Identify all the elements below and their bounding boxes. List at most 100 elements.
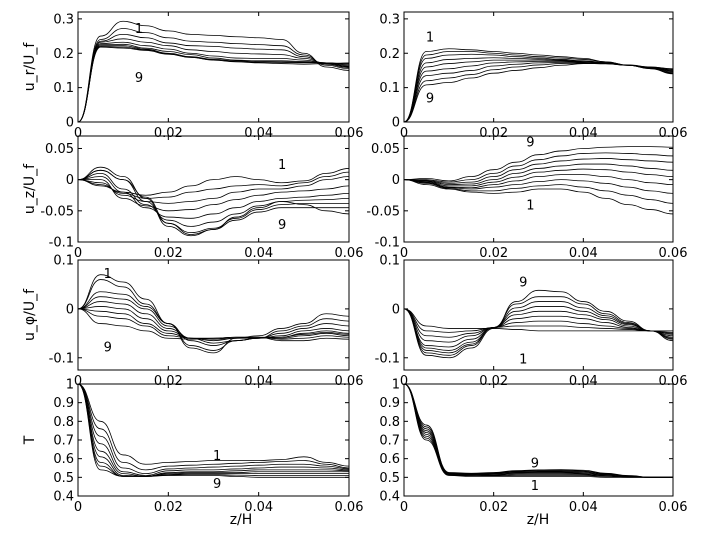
T-left-series-6	[77, 383, 349, 477]
uphi-right-series-9	[403, 289, 674, 359]
uz-left-x-tick-label: 0.02	[154, 246, 183, 261]
x-axis-title-right: z/H	[527, 512, 550, 528]
T-left-y-tick-label: 0.9	[53, 396, 74, 411]
uz-left-curve-label: 1	[278, 158, 286, 173]
uphi-right-x-tick-label: 0	[400, 374, 408, 389]
panel-T-left: 0 0.02 0.04 0.06 0.4 0.5 0.6 0.7 0.8 0.9 1 1 9 T	[22, 378, 363, 516]
T-left-y-tick-label: 0.6	[53, 452, 74, 467]
uz-right-series-1	[403, 179, 674, 215]
uz-right-series-3	[403, 179, 674, 194]
T-right-curve-label: 1	[531, 479, 539, 494]
uphi-left-y-tick-label: -0.1	[49, 351, 74, 366]
uphi-right-series-1	[403, 308, 673, 332]
uphi-right-axes-frame	[403, 259, 674, 371]
ur-right-y-tick-label: 0.3	[379, 12, 400, 27]
uz-left-series-2	[77, 171, 350, 199]
T-right-curve-label: 9	[531, 457, 539, 472]
panel-T-right: 0 0.02 0.04 0.06 0.4 0.5 0.6 0.7 0.8 0.9 1 9 1	[379, 378, 687, 516]
uphi-right-x-tick-label: 0.06	[659, 374, 688, 389]
uz-right-x-tick-label: 0.02	[479, 246, 508, 261]
uz-left-y-tick-label: -0.05	[40, 204, 74, 219]
uphi-left-x-tick-label: 0.06	[335, 374, 364, 389]
uz-right-x-tick-label: 0.04	[569, 246, 598, 261]
ur-left-x-tick-label: 0.04	[244, 126, 273, 141]
uz-left-y-tick-label: 0.05	[45, 142, 74, 157]
uz-right-y-tick-label: -0.1	[375, 236, 400, 251]
ur-right-y-tick-label: 0	[392, 116, 400, 131]
ur-right-series-5	[403, 59, 674, 123]
uz-right-series-2	[403, 179, 674, 204]
uphi-left-series-4	[77, 296, 350, 344]
uphi-right-series-8	[403, 296, 674, 356]
ur-left-y-tick-label: 0.2	[53, 47, 74, 62]
uz-left-series-9	[77, 169, 350, 235]
uz-right-x-tick-label: 0.06	[659, 246, 688, 261]
ur-left-series-6	[77, 43, 350, 123]
uphi-left-curve-label: 9	[104, 341, 112, 356]
T-left-series-2	[77, 383, 350, 471]
panel-ur-right: 0 0.02 0.04 0.06 0 0.1 0.2 0.3 1 9	[379, 11, 688, 141]
T-right-y-tick-label: 1	[392, 378, 400, 393]
ur-right-series-3	[403, 53, 674, 123]
T-left-x-tick-label: 0	[74, 500, 82, 515]
ur-left-axes-frame	[77, 11, 350, 123]
ur-right-axes-frame	[403, 11, 674, 123]
ur-right-x-tick-label: 0.02	[479, 126, 508, 141]
ur-right-curve-label: 9	[426, 91, 434, 106]
uphi-right-series-6	[403, 306, 674, 351]
uphi-left-x-tick-label: 0	[74, 374, 82, 389]
uphi-left-y-tick-label: 0	[66, 302, 74, 317]
T-left-y-tick-label: 1	[66, 378, 74, 393]
T-left-curve-label: 1	[213, 449, 221, 464]
uphi-right-curve-label: 1	[519, 352, 527, 367]
uphi-left-series-2	[77, 279, 350, 351]
uphi-right-series-7	[403, 301, 674, 354]
uphi-left-series-5	[77, 301, 350, 342]
uz-right-series-4	[403, 174, 674, 189]
uphi-left-series-1	[77, 274, 350, 354]
T-left-series-1	[77, 383, 350, 467]
uz-left-y-tick-label: 0	[66, 173, 74, 188]
uz-left-y-tick-label: -0.1	[49, 236, 74, 251]
panel-uphi-right: 0 0.02 0.04 0.06-0.100.191	[375, 254, 688, 390]
uz-right-series-8	[404, 152, 674, 183]
T-right-y-tick-label: 0.9	[379, 396, 400, 411]
panel-ur-left: 0 0.02 0.04 0.06 0 0.1 0.2 0.3 1 9 u_r/U_f	[22, 11, 364, 141]
T-right-y-tick-label: 0.4	[379, 490, 400, 505]
ur-left-x-tick-label: 0.06	[335, 126, 364, 141]
ur-right-curve-label: 1	[426, 30, 434, 45]
ur-right-x-tick-label: 0.04	[569, 126, 598, 141]
uphi-right-y-tick-label: -0.1	[375, 351, 400, 366]
uphi-left-y-tick-label: 0.1	[53, 254, 74, 269]
uphi-left-series-3	[77, 291, 350, 346]
uz-left-x-tick-label: 0	[74, 246, 82, 261]
x-axis-title-left: z/H	[230, 512, 253, 528]
ur-left-curve-label: 1	[135, 22, 143, 37]
uz-right-curve-label: 9	[526, 136, 534, 151]
uz-left-x-tick-label: 0.04	[244, 246, 273, 261]
T-left-x-tick-label: 0.02	[154, 500, 183, 515]
T-left-x-tick-label: 0.04	[244, 500, 273, 515]
uphi-left-curve-label: 1	[104, 267, 112, 282]
uphi-right-series-5	[403, 308, 674, 348]
ur-left-x-tick-label: 0	[74, 126, 82, 141]
T-left-series-5	[77, 383, 350, 477]
uphi-right-x-tick-label: 0.02	[479, 374, 508, 389]
T-right-x-tick-label: 0.04	[569, 500, 598, 515]
ur-right-x-tick-label: 0.06	[659, 126, 688, 141]
uz-right-curve-label: 1	[526, 199, 534, 214]
T-left-y-tick-label: 0.5	[53, 471, 74, 486]
ur-left-y-axis-title: u_r/U_f	[22, 42, 38, 92]
T-left-curve-label: 9	[213, 477, 221, 492]
T-left-y-tick-label: 0.4	[53, 490, 74, 505]
uz-left-series-8	[77, 166, 349, 237]
ur-left-series-9	[77, 46, 350, 123]
uphi-right-series-4	[403, 308, 674, 343]
ur-right-series-6	[403, 61, 674, 123]
uphi-right-curve-label: 9	[519, 276, 527, 291]
T-right-y-tick-label: 0.6	[379, 452, 400, 467]
T-left-series-9	[77, 383, 349, 478]
uphi-left-x-tick-label: 0.02	[154, 374, 183, 389]
uz-right-series-9	[403, 146, 674, 182]
